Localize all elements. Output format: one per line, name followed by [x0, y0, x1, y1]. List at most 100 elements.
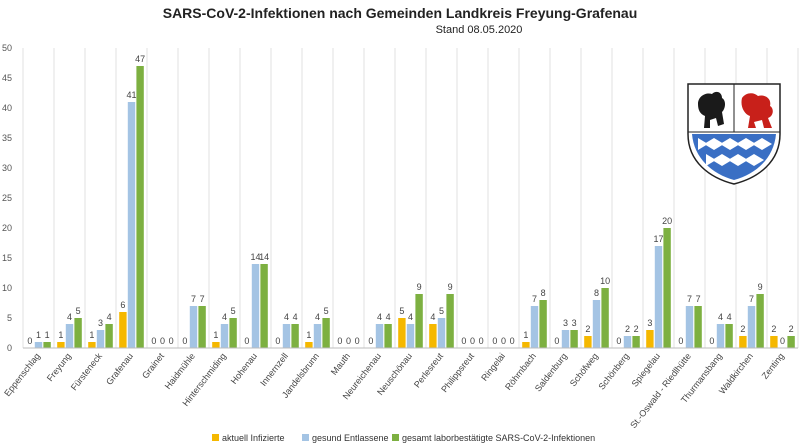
data-label: 10 — [600, 276, 610, 286]
data-label: 0 — [27, 336, 32, 346]
data-label: 4 — [315, 312, 320, 322]
bar — [212, 342, 220, 348]
data-label: 4 — [718, 312, 723, 322]
bar — [96, 330, 105, 348]
bar — [725, 324, 733, 348]
bar — [522, 342, 530, 348]
data-label: 5 — [439, 306, 444, 316]
data-label: 0 — [470, 336, 475, 346]
category-label: St.-Oswald - Riedlhütte — [628, 351, 693, 430]
data-label: 3 — [647, 318, 652, 328]
bar — [685, 306, 694, 348]
chart-legend: aktuell Infizierte gesund Entlassene ges… — [212, 433, 595, 443]
y-tick-label: 0 — [7, 343, 12, 353]
bar — [282, 324, 291, 348]
bar — [43, 342, 51, 348]
data-label: 0 — [678, 336, 683, 346]
data-label: 7 — [696, 294, 701, 304]
data-label: 14 — [250, 252, 260, 262]
data-label: 2 — [634, 324, 639, 334]
bar — [437, 318, 446, 348]
bar — [65, 324, 74, 348]
data-label: 9 — [417, 282, 422, 292]
data-label: 4 — [293, 312, 298, 322]
category-label: Hohenau — [229, 351, 259, 386]
legend-item-gesamt-laborbestaetigt: gesamt laborbestätigte SARS-CoV-2-Infekt… — [392, 433, 595, 443]
bar — [291, 324, 299, 348]
data-label: 2 — [585, 324, 590, 334]
data-label: 20 — [662, 216, 672, 226]
data-label: 0 — [461, 336, 466, 346]
data-label: 0 — [554, 336, 559, 346]
data-label: 3 — [563, 318, 568, 328]
bar — [406, 324, 415, 348]
data-label: 7 — [200, 294, 205, 304]
svg-text:gesamt laborbestätigte SARS-Co: gesamt laborbestätigte SARS-CoV-2-Infekt… — [402, 433, 595, 443]
y-tick-label: 15 — [2, 253, 12, 263]
category-label: Eppenschlag — [2, 351, 42, 398]
bar — [229, 318, 237, 348]
chart-subtitle: Stand 08.05.2020 — [436, 24, 523, 36]
category-label: Saldenburg — [533, 351, 569, 393]
legend-item-gesund-entlassene: gesund Entlassene — [302, 433, 389, 443]
bar — [530, 306, 539, 348]
bar — [198, 306, 206, 348]
category-label: Spiegelau — [630, 351, 663, 389]
data-label: 7 — [532, 294, 537, 304]
data-label: 0 — [346, 336, 351, 346]
data-label: 4 — [67, 312, 72, 322]
data-label: 1 — [306, 330, 311, 340]
data-label: 41 — [126, 90, 136, 100]
data-label: 1 — [45, 330, 50, 340]
bar — [105, 324, 113, 348]
y-tick-label: 35 — [2, 133, 12, 143]
data-label: 0 — [275, 336, 280, 346]
data-label: 0 — [510, 336, 515, 346]
bar — [770, 336, 778, 348]
data-label: 4 — [284, 312, 289, 322]
bar — [632, 336, 640, 348]
bar — [57, 342, 65, 348]
data-label: 0 — [169, 336, 174, 346]
data-label: 2 — [771, 324, 776, 334]
bar — [322, 318, 330, 348]
y-tick-label: 50 — [2, 43, 12, 53]
data-label: 1 — [58, 330, 63, 340]
y-tick-label: 20 — [2, 223, 12, 233]
bar — [88, 342, 96, 348]
bar — [136, 66, 144, 348]
y-tick-label: 40 — [2, 103, 12, 113]
bar — [756, 294, 764, 348]
data-label: 1 — [523, 330, 528, 340]
category-label: Zenting — [760, 351, 786, 381]
category-label: Fürsteneck — [69, 351, 105, 393]
data-label: 8 — [594, 288, 599, 298]
category-label: Grainet — [140, 351, 166, 381]
data-label: 0 — [368, 336, 373, 346]
data-label: 4 — [408, 312, 413, 322]
y-tick-label: 10 — [2, 283, 12, 293]
bar — [570, 330, 578, 348]
category-label: Perlesreut — [412, 351, 445, 390]
bar — [539, 300, 547, 348]
bar — [592, 300, 601, 348]
data-label: 9 — [758, 282, 763, 292]
category-label: Grafenau — [104, 351, 135, 387]
grid-layer — [22, 48, 799, 348]
data-label: 4 — [727, 312, 732, 322]
category-label: Mauth — [329, 351, 352, 377]
data-label: 0 — [501, 336, 506, 346]
bar — [646, 330, 654, 348]
y-tick-label: 30 — [2, 163, 12, 173]
bar — [739, 336, 747, 348]
bar — [119, 312, 127, 348]
y-tick-label: 5 — [7, 313, 12, 323]
bar — [313, 324, 322, 348]
bar — [601, 288, 609, 348]
bar — [747, 306, 756, 348]
data-label: 47 — [135, 54, 145, 64]
bar — [189, 306, 198, 348]
y-tick-label: 45 — [2, 73, 12, 83]
